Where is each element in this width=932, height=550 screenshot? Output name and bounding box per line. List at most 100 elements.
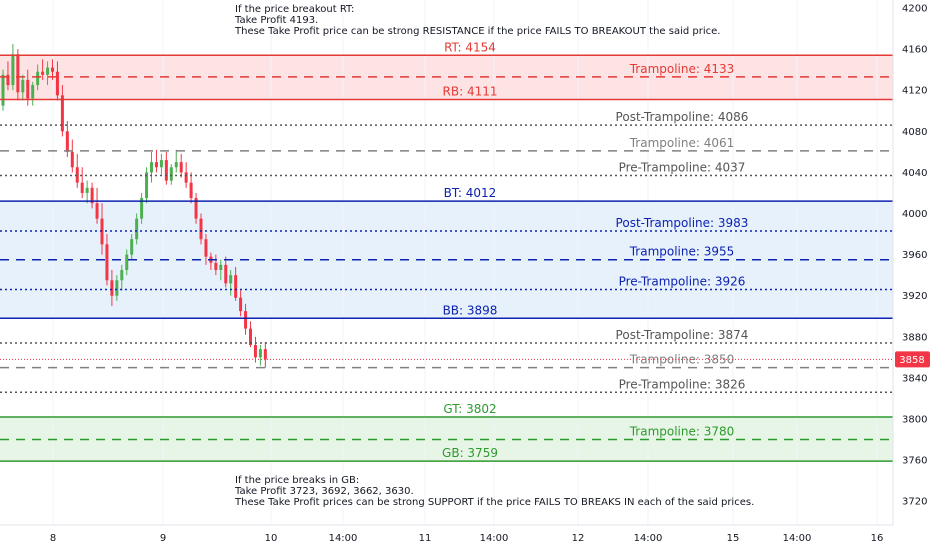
candle-2 [11,43,15,91]
x-tick-1: 9 [160,533,166,544]
candle-body-17 [85,187,89,193]
candle-51 [253,336,257,363]
level-zones [0,55,893,462]
level-label-13: Pre-Trampoline: 3826 [619,377,746,391]
candle-30 [150,151,153,183]
candle-46 [229,270,233,296]
level-label-14: GT: 3802 [443,402,496,416]
candle-body-3 [16,54,20,93]
candle-3 [16,49,20,101]
time-axis[interactable]: 8 9 10 14:00 11 14:00 12 14:00 15 14:00 16 [50,533,884,544]
y-tick-1: 4160 [902,45,927,56]
candle-34 [169,164,173,185]
candle-27 [135,213,139,245]
candle-43 [214,254,218,276]
y-tick-12: 3720 [902,497,927,508]
y-tick-11: 3760 [902,456,927,467]
candle-body-10 [51,67,54,72]
candle-18 [90,182,94,209]
candle-body-32 [159,160,163,168]
y-tick-7: 3920 [902,291,927,302]
candle-35 [174,149,178,173]
x-tick-5: 14:00 [480,533,509,544]
x-tick-3: 14:00 [329,533,358,544]
candle-body-2 [11,54,15,86]
candle-53 [263,341,267,368]
x-tick-4: 11 [419,533,432,544]
candle-body-18 [90,187,94,204]
candle-17 [85,180,89,204]
candle-6 [31,81,35,106]
candle-28 [140,192,144,224]
candle-body-39 [194,198,198,219]
candle-49 [244,303,248,335]
candle-52 [258,345,262,366]
level-label-6: BT: 4012 [444,186,497,200]
candle-40 [199,213,203,245]
y-tick-5: 4000 [902,209,927,220]
candle-body-28 [140,198,144,219]
candle-15 [75,153,79,188]
candle-body-1 [6,74,10,86]
candle-body-14 [70,151,74,168]
candle-14 [70,139,74,173]
x-tick-7: 14:00 [634,533,663,544]
candle-body-31 [154,162,158,168]
candle-body-29 [145,172,149,199]
y-tick-3: 4080 [902,127,927,138]
candle-body-45 [224,264,228,284]
candle-24 [120,264,124,291]
x-tick-0: 8 [50,533,56,544]
candle-body-47 [234,275,238,298]
candle-body-0 [1,74,5,106]
take-profit-note-top: If the price breakout RT: Take Profit 41… [235,4,721,37]
take-profit-note-bottom: If the price breaks in GB: Take Profit 3… [235,475,755,508]
candle-body-21 [105,244,109,281]
candle-body-22 [110,280,114,296]
y-tick-2: 4120 [902,86,927,97]
candle-body-8 [41,71,45,75]
candle-33 [164,151,168,185]
level-label-1: Trampoline: 4133 [629,62,735,76]
level-label-16: GB: 3759 [442,446,498,460]
candle-body-15 [75,167,79,183]
x-tick-2: 10 [265,533,278,544]
candle-19 [95,187,99,224]
level-label-0: RT: 4154 [444,40,496,54]
grid [52,0,878,525]
candle-25 [125,249,129,276]
candle-body-19 [95,203,99,219]
candle-32 [159,153,163,175]
candle-41 [204,234,208,265]
current-price-tag-text: 3858 [899,355,924,366]
candle-body-33 [164,160,168,181]
candle-body-7 [36,71,40,86]
candle-body-46 [229,275,233,284]
candle-12 [60,85,64,137]
candle-45 [224,256,228,288]
candle-body-5 [26,79,30,99]
candle-body-41 [204,239,208,257]
y-tick-4: 4040 [902,168,927,179]
price-axis[interactable]: 4200 4160 4120 4080 4040 4000 3960 3920 3880 3840… [902,4,927,508]
candle-29 [145,167,149,204]
x-tick-6: 12 [572,533,585,544]
y-tick-6: 3960 [902,250,927,261]
y-tick-10: 3800 [902,415,927,426]
candle-body-51 [253,345,257,358]
current-price-tag-bg [895,351,930,368]
candle-body-44 [219,264,223,271]
candle-body-25 [125,254,129,271]
candle-22 [110,270,114,306]
candle-8 [41,59,45,80]
level-label-3: Post-Trampoline: 4086 [616,110,749,124]
level-label-10: BB: 3898 [443,303,498,317]
candle-body-48 [239,297,243,312]
candle-47 [234,266,238,301]
candle-44 [219,259,223,281]
candle-1 [6,61,10,91]
x-tick-10: 16 [871,533,884,544]
candle-body-34 [169,167,173,181]
level-label-11: Post-Trampoline: 3874 [616,328,749,342]
